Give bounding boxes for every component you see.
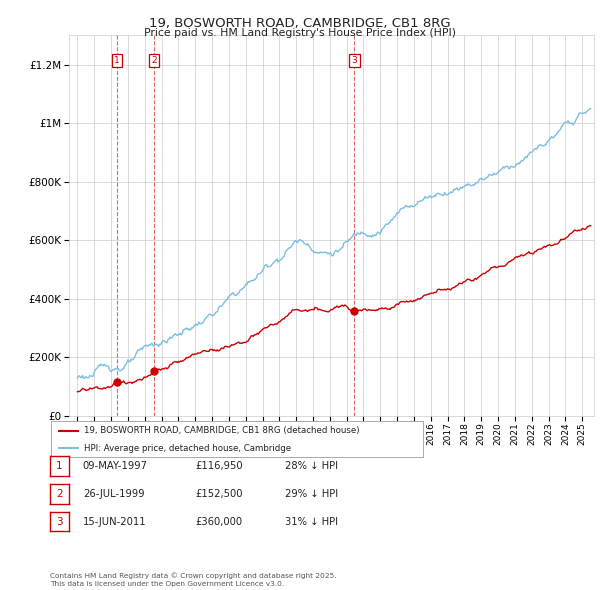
Text: 19, BOSWORTH ROAD, CAMBRIDGE, CB1 8RG (detached house): 19, BOSWORTH ROAD, CAMBRIDGE, CB1 8RG (d… — [85, 427, 360, 435]
Text: 1: 1 — [56, 461, 63, 471]
Text: 28% ↓ HPI: 28% ↓ HPI — [285, 461, 338, 471]
Text: 26-JUL-1999: 26-JUL-1999 — [83, 489, 145, 499]
Text: 09-MAY-1997: 09-MAY-1997 — [83, 461, 148, 471]
Text: 3: 3 — [56, 517, 63, 526]
Text: Contains HM Land Registry data © Crown copyright and database right 2025.
This d: Contains HM Land Registry data © Crown c… — [50, 572, 337, 587]
Text: 1: 1 — [114, 56, 120, 65]
Text: HPI: Average price, detached house, Cambridge: HPI: Average price, detached house, Camb… — [85, 444, 292, 453]
Text: £116,950: £116,950 — [195, 461, 242, 471]
Text: £360,000: £360,000 — [195, 517, 242, 526]
Text: 31% ↓ HPI: 31% ↓ HPI — [285, 517, 338, 526]
Text: 2: 2 — [151, 56, 157, 65]
Text: 19, BOSWORTH ROAD, CAMBRIDGE, CB1 8RG: 19, BOSWORTH ROAD, CAMBRIDGE, CB1 8RG — [149, 17, 451, 30]
Text: 15-JUN-2011: 15-JUN-2011 — [83, 517, 146, 526]
Text: 2: 2 — [56, 489, 63, 499]
Text: £152,500: £152,500 — [195, 489, 242, 499]
Text: 29% ↓ HPI: 29% ↓ HPI — [285, 489, 338, 499]
Text: 3: 3 — [352, 56, 357, 65]
Text: Price paid vs. HM Land Registry's House Price Index (HPI): Price paid vs. HM Land Registry's House … — [144, 28, 456, 38]
